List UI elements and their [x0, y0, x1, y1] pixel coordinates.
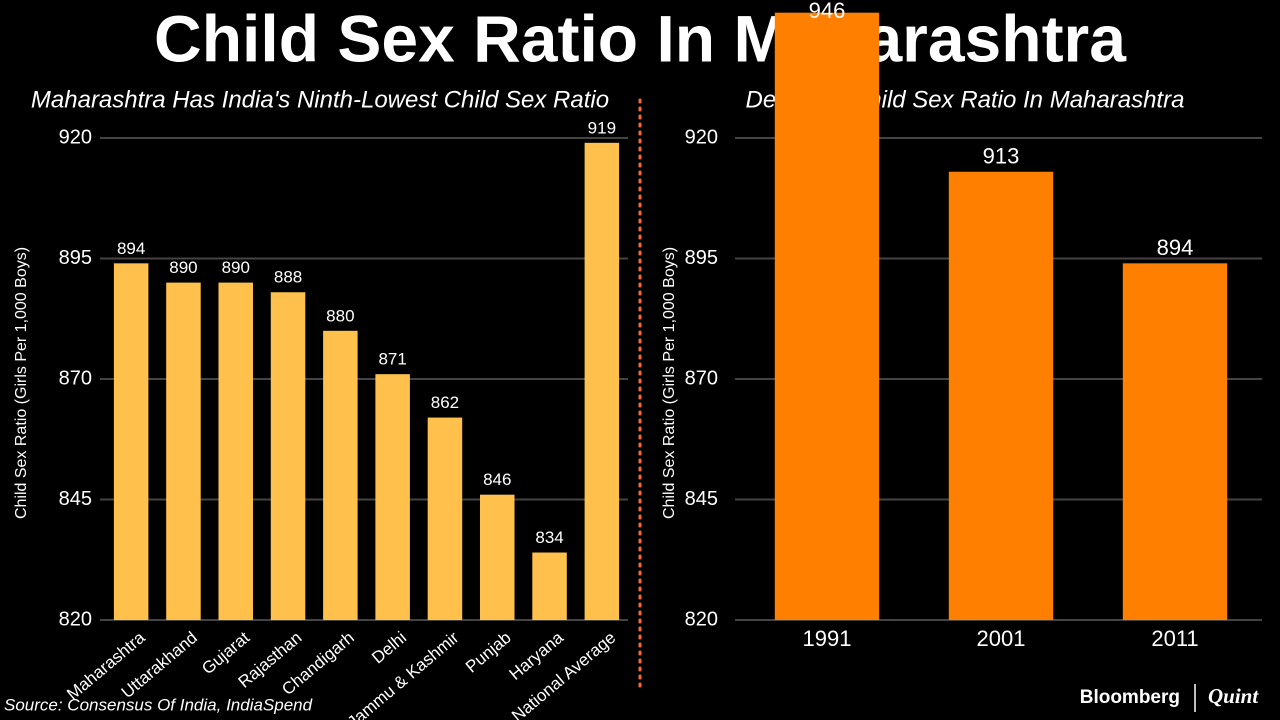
bar [948, 171, 1054, 621]
y-tick-label: 920 [59, 126, 92, 148]
chart-title: Maharashtra Has India's Ninth-Lowest Chi… [31, 86, 609, 113]
y-tick-label: 920 [685, 126, 718, 148]
bar [375, 374, 410, 620]
value-label: 834 [535, 528, 563, 547]
y-axis-label: Child Sex Ratio (Girls Per 1,000 Boys) [661, 247, 678, 519]
bar [584, 142, 620, 620]
y-tick-label: 820 [59, 608, 92, 630]
y-tick-label: 870 [59, 367, 92, 389]
value-label: 890 [222, 258, 250, 277]
bar [323, 330, 358, 620]
value-label: 919 [588, 118, 616, 137]
value-label: 846 [483, 470, 511, 489]
bar [532, 552, 567, 620]
value-label: 888 [274, 268, 302, 287]
x-tick-label: 2011 [1151, 626, 1198, 651]
value-label: 871 [378, 350, 406, 369]
brand-right: Quint [1208, 684, 1259, 708]
bar [218, 282, 254, 620]
bar [166, 282, 201, 620]
brand-left: Bloomberg [1080, 687, 1180, 708]
x-tick-label: 1991 [803, 626, 852, 651]
value-label: 913 [983, 144, 1020, 169]
bar [427, 417, 463, 620]
y-tick-label: 845 [59, 488, 92, 510]
bar [479, 494, 515, 620]
y-tick-label: 845 [685, 488, 718, 510]
y-tick-label: 895 [685, 247, 718, 269]
page-title: Child Sex Ratio In Maharashtra [154, 1, 1127, 75]
value-label: 894 [117, 239, 145, 258]
bar [774, 12, 880, 621]
bar [270, 292, 306, 620]
value-label: 862 [431, 393, 459, 412]
value-label: 880 [326, 306, 354, 325]
y-tick-label: 870 [685, 367, 718, 389]
bar [1122, 263, 1228, 620]
value-label: 946 [809, 0, 846, 23]
y-tick-label: 820 [685, 608, 718, 630]
value-label: 890 [169, 258, 197, 277]
y-tick-label: 895 [59, 247, 92, 269]
bar [113, 263, 149, 620]
value-label: 894 [1157, 235, 1194, 260]
x-tick-label: 2001 [977, 626, 1026, 651]
source: Source: Consensus Of India, IndiaSpend [4, 695, 313, 714]
y-axis-label: Child Sex Ratio (Girls Per 1,000 Boys) [13, 247, 30, 519]
